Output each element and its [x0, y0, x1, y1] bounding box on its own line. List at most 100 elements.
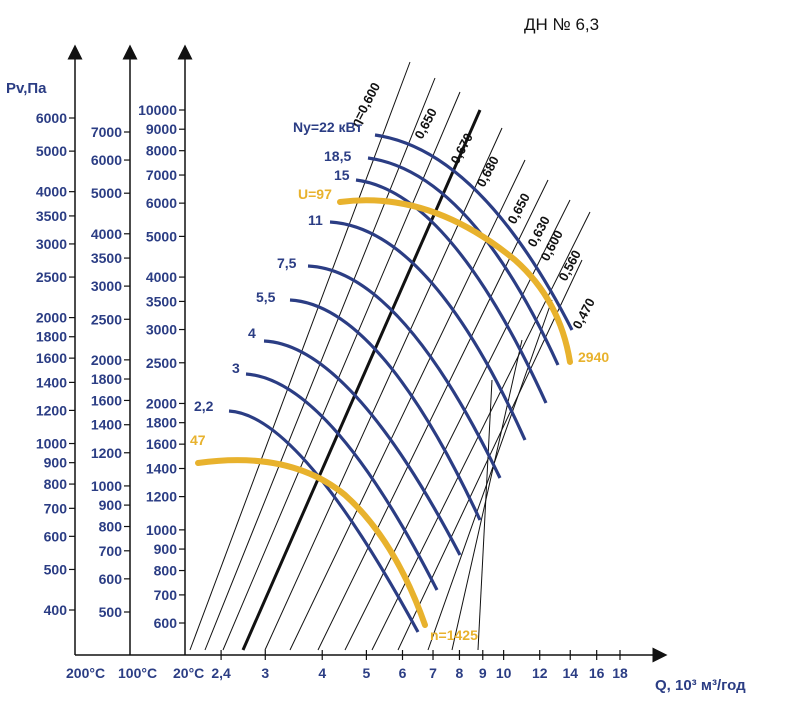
- power-label: 2,2: [194, 398, 214, 414]
- x-axis-label: Q, 10³ м³/год: [655, 677, 746, 694]
- y-axis-label: Pv,Па: [6, 80, 47, 97]
- power-curve: [263, 339, 462, 556]
- n-value: 2940: [578, 349, 609, 365]
- pressure-tick-label: 9000: [146, 121, 177, 137]
- pressure-tick-label: 2000: [36, 310, 67, 326]
- power-curves: [228, 133, 574, 633]
- pressure-tick-label: 5000: [91, 185, 122, 201]
- x-tick-label: 7: [429, 665, 437, 681]
- pressure-tick-label: 1000: [36, 436, 67, 452]
- efficiency-label: 0,670: [447, 131, 476, 167]
- n-label: n=1425: [430, 627, 478, 643]
- temp-label-200c: 200°C: [66, 665, 105, 681]
- pressure-tick-label: 600: [154, 615, 178, 631]
- pressure-tick-label: 1200: [91, 445, 122, 461]
- pressure-tick-label: 7000: [91, 124, 122, 140]
- pressure-tick-label: 1600: [91, 392, 122, 408]
- power-curve: [245, 372, 439, 591]
- x-tick-label: 9: [479, 665, 487, 681]
- efficiency-label: 0,650: [411, 106, 440, 142]
- efficiency-line: [264, 127, 503, 651]
- temp-label-100c: 100°C: [118, 665, 157, 681]
- pressure-tick-label: 6000: [146, 195, 177, 211]
- pressure-tick-label: 2500: [146, 355, 177, 371]
- pressure-tick-label: 1400: [36, 374, 67, 390]
- pressure-tick-label: 1800: [91, 371, 122, 387]
- pressure-tick-label: 900: [99, 497, 123, 513]
- efficiency-label: 0,650: [504, 191, 533, 227]
- n-curve: [195, 457, 428, 628]
- power-label: 5,5: [256, 289, 276, 305]
- power-label: 4: [248, 325, 256, 341]
- pressure-tick-label: 4000: [36, 184, 67, 200]
- x-tick-label: 6: [399, 665, 407, 681]
- x-tick-label: 10: [496, 665, 512, 681]
- power-label: Ny=22 кВт: [293, 119, 362, 135]
- pressure-tick-label: 5000: [36, 143, 67, 159]
- pressure-tick-label: 2000: [146, 395, 177, 411]
- power-label: 18,5: [324, 148, 351, 164]
- pressure-tick-label: 3000: [146, 322, 177, 338]
- pressure-tick-label: 1600: [146, 436, 177, 452]
- power-label: 3: [232, 360, 240, 376]
- x-tick-label: 8: [456, 665, 464, 681]
- efficiency-line: [241, 109, 482, 651]
- u-value: 47: [190, 432, 206, 448]
- efficiency-line: [451, 339, 523, 651]
- power-curve: [329, 220, 527, 441]
- pressure-tick-label: 600: [44, 528, 68, 544]
- power-curve: [307, 264, 502, 479]
- power-curve: [355, 178, 548, 404]
- pressure-tick-label: 800: [44, 476, 68, 492]
- chart-title: ДН № 6,3: [524, 15, 599, 34]
- pressure-tick-label: 3000: [91, 278, 122, 294]
- pressure-tick-label: 800: [99, 519, 123, 535]
- efficiency-label: 0,680: [473, 154, 502, 190]
- pressure-tick-label: 4000: [146, 269, 177, 285]
- efficiency-labels: η=0,600 0,6500,6700,6800,6500,6300,6000,5…: [347, 80, 598, 331]
- efficiency-line: [427, 299, 553, 651]
- power-curve: [367, 156, 560, 366]
- pressure-tick-label: 800: [154, 563, 178, 579]
- efficiency-label: 0,470: [569, 296, 598, 332]
- pressure-tick-label: 500: [99, 604, 123, 620]
- power-labels: Ny=22 кВт 18,5 15 11 7,5 5,5 4 3 2,2: [194, 119, 362, 414]
- x-tick-label: 4: [318, 665, 326, 681]
- pressure-tick-label: 1000: [91, 478, 122, 494]
- pressure-tick-label: 3000: [36, 236, 67, 252]
- u-curve: [337, 197, 573, 365]
- x-tick-label: 3: [261, 665, 269, 681]
- pressure-tick-label: 6000: [36, 110, 67, 126]
- pressure-tick-label: 400: [44, 602, 68, 618]
- power-curve: [228, 409, 420, 633]
- pressure-tick-label: 10000: [138, 102, 177, 118]
- x-tick-label: 12: [532, 665, 548, 681]
- x-tick-label: 16: [589, 665, 605, 681]
- pressure-tick-label: 600: [99, 571, 123, 587]
- pressure-tick-label: 700: [154, 587, 178, 603]
- pressure-tick-label: 2500: [91, 311, 122, 327]
- pressure-tick-label: 900: [154, 541, 178, 557]
- power-label: 7,5: [277, 255, 297, 271]
- power-label: 11: [308, 212, 323, 228]
- pressure-ticks: 400 500 600 700 800 900 1000 1200 1400 1600 1800 20…: [36, 102, 185, 631]
- pressure-tick-label: 1400: [146, 461, 177, 477]
- pressure-tick-label: 3500: [91, 250, 122, 266]
- x-tick-label: 14: [562, 665, 578, 681]
- pressure-tick-label: 3500: [146, 293, 177, 309]
- pressure-tick-label: 1600: [36, 350, 67, 366]
- pressure-tick-label: 1800: [36, 329, 67, 345]
- temp-label-20c: 20°C: [173, 665, 204, 681]
- x-tick-label: 5: [363, 665, 371, 681]
- power-curve: [289, 298, 482, 521]
- pressure-tick-label: 1800: [146, 415, 177, 431]
- pressure-tick-label: 2500: [36, 269, 67, 285]
- pressure-tick-label: 6000: [91, 152, 122, 168]
- pressure-tick-label: 1200: [36, 402, 67, 418]
- efficiency-line: [371, 211, 591, 651]
- efficiency-line: [222, 91, 461, 651]
- efficiency-line: [477, 379, 493, 651]
- x-ticks: 2,4 3 4 5 6 7 8 9 10 12 14 16 18: [211, 650, 628, 681]
- pressure-tick-label: 700: [99, 543, 123, 559]
- pressure-tick-label: 4000: [91, 226, 122, 242]
